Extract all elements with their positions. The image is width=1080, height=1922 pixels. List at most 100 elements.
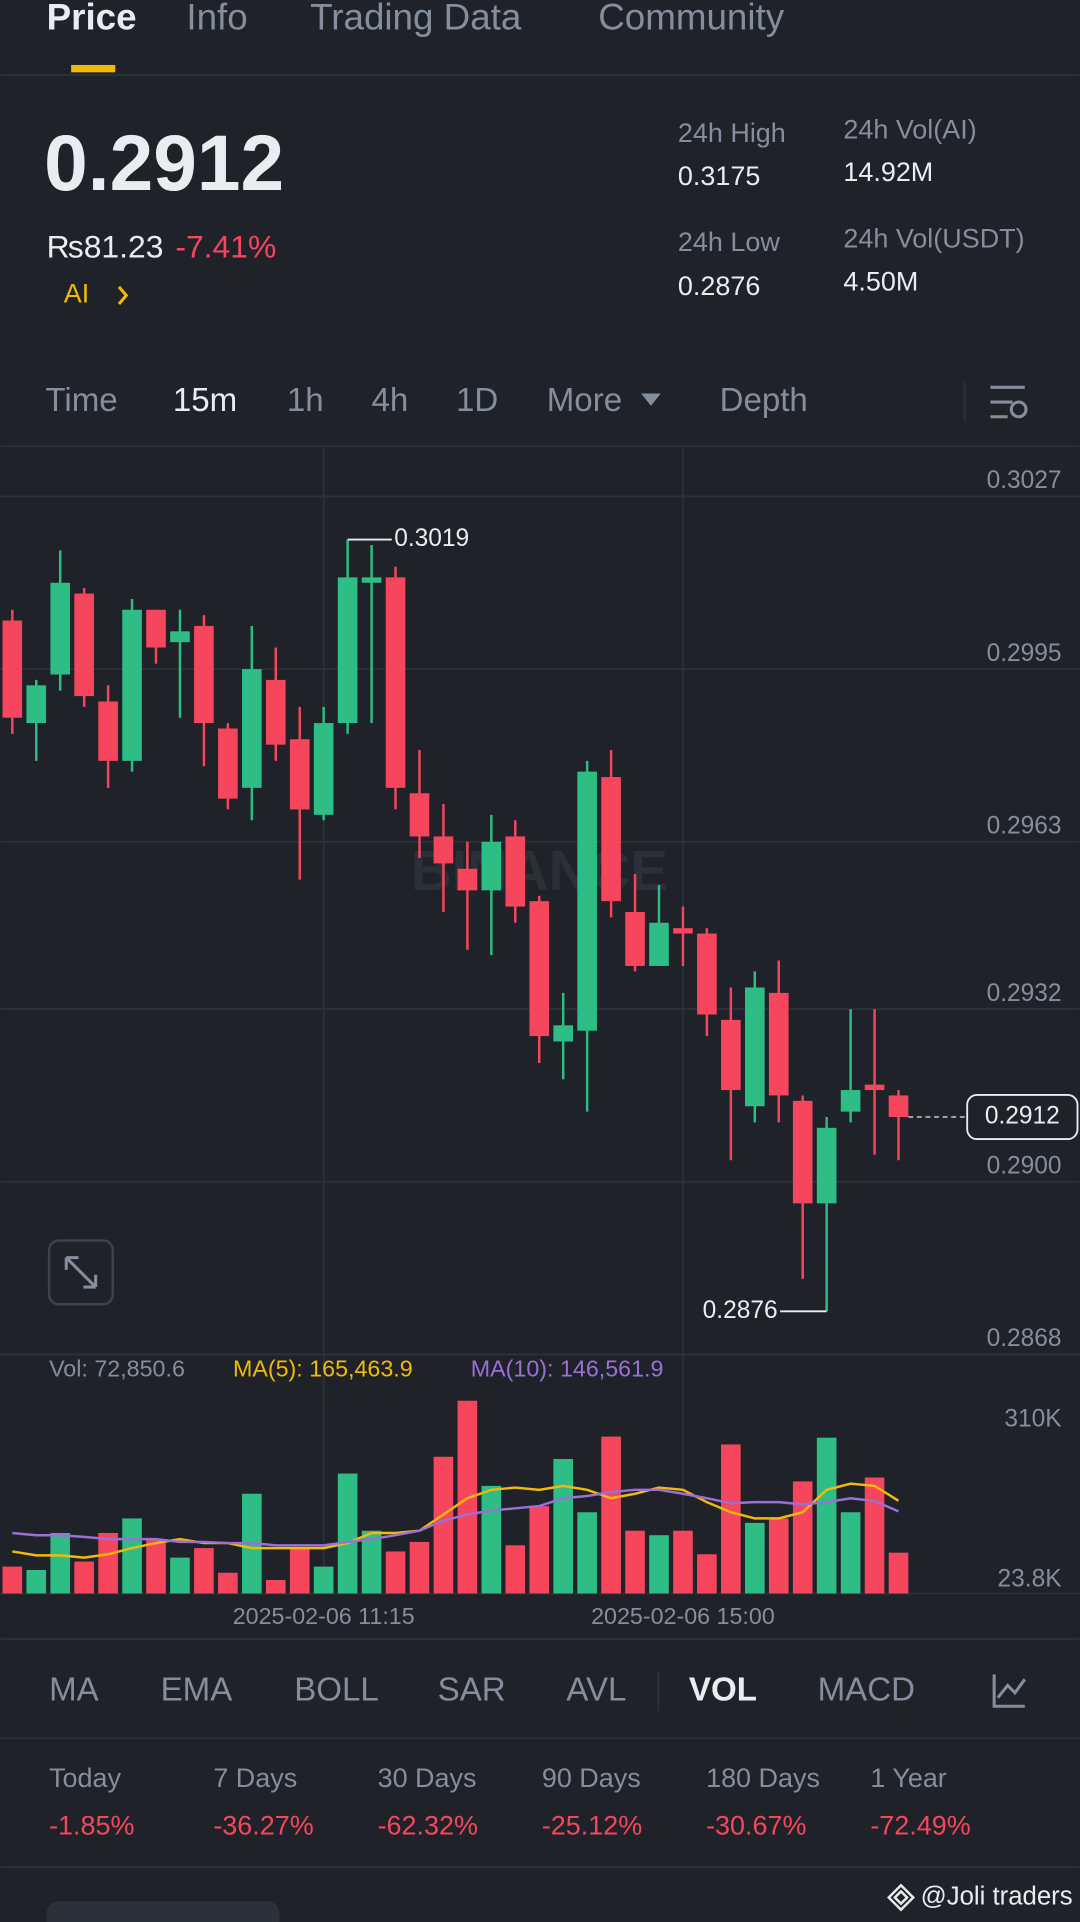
indicator[interactable]: VOL	[689, 1671, 757, 1708]
volume-legend: MA(10): 146,561.9	[471, 1356, 664, 1382]
candle-body	[721, 1019, 741, 1091]
indicator[interactable]: SAR	[438, 1671, 506, 1708]
stat-label: 24h Low	[678, 227, 780, 257]
stat-value: 4.50M	[843, 266, 918, 296]
x-tick-label: 2025-02-06 11:15	[233, 1603, 415, 1629]
volume-bar	[649, 1535, 669, 1594]
candle-body	[2, 620, 23, 718]
period-label: Today	[49, 1763, 121, 1793]
candle-body	[242, 669, 262, 788]
period-label: 1 Year	[870, 1763, 946, 1793]
candle-body	[625, 911, 645, 966]
volume-bar	[505, 1545, 526, 1594]
volume-bar	[194, 1548, 214, 1594]
expand-button[interactable]	[47, 1239, 115, 1306]
candle-body	[744, 987, 765, 1107]
tab-indicator	[71, 64, 116, 73]
pair-tag[interactable]: AI	[64, 279, 89, 309]
volume-tick-label: 23.8K	[998, 1566, 1063, 1593]
y-tick-label: 0.2963	[987, 813, 1062, 840]
tab[interactable]: Trading Data	[310, 0, 522, 37]
volume-bar	[864, 1477, 885, 1594]
stat-value: 0.2876	[678, 271, 760, 301]
indicator[interactable]: MACD	[818, 1671, 915, 1708]
y-tick-label: 0.2868	[987, 1325, 1062, 1352]
interval[interactable]: 1h	[287, 382, 324, 419]
volume-bar	[577, 1512, 597, 1594]
last-price-label: 0.2912	[985, 1102, 1060, 1129]
interval[interactable]: 15m	[173, 382, 237, 419]
period-change: -1.85%	[49, 1811, 134, 1841]
y-tick-label: 0.3027	[987, 467, 1062, 494]
volume-bar	[553, 1459, 573, 1594]
volume-bar	[721, 1444, 741, 1594]
volume-legend: Vol: 72,850.6	[49, 1356, 185, 1382]
candle-body	[816, 1127, 837, 1204]
volume-bar	[361, 1530, 382, 1594]
period-label: 90 Days	[542, 1763, 641, 1793]
volume-bar	[289, 1548, 310, 1594]
candle-body	[768, 992, 789, 1096]
candle-body	[98, 701, 118, 761]
candle-body	[505, 836, 526, 907]
tab[interactable]: Community	[598, 0, 785, 37]
interval[interactable]: Time	[45, 382, 117, 419]
candle-body	[74, 593, 94, 697]
interval[interactable]: 4h	[371, 382, 408, 419]
interval[interactable]: 1D	[456, 382, 498, 419]
stat-label: 24h Vol(USDT)	[843, 223, 1024, 253]
volume-bar	[625, 1530, 645, 1594]
volume-bar	[2, 1566, 23, 1594]
candle-body	[864, 1084, 885, 1091]
tab[interactable]: Info	[186, 0, 247, 37]
candle-body	[433, 836, 454, 864]
volume-tick-label: 310K	[1004, 1405, 1062, 1432]
chart-icon[interactable]	[992, 1674, 1027, 1708]
volume-bar	[840, 1512, 861, 1594]
candle-body	[194, 625, 214, 724]
candle-body	[697, 933, 717, 1015]
volume-bar	[98, 1532, 118, 1594]
volume-bar	[601, 1436, 621, 1594]
ma5-line	[12, 1482, 900, 1559]
fiat-price: ₨81.23	[47, 228, 164, 264]
candle-body	[529, 901, 550, 1037]
candle-body	[26, 685, 47, 724]
tab[interactable]: Price	[47, 0, 137, 37]
volume-bar	[433, 1456, 454, 1594]
candle-body	[289, 739, 310, 810]
period-label: 180 Days	[706, 1763, 820, 1793]
volume-bar	[529, 1506, 550, 1594]
volume-bar	[50, 1532, 71, 1594]
high-label: 0.3019	[394, 525, 469, 552]
indicator[interactable]: AVL	[566, 1671, 626, 1708]
ma10-line	[12, 1488, 899, 1547]
expand-icon	[64, 1256, 98, 1289]
watermark: @Joli traders	[921, 1882, 1073, 1910]
volume-bar	[768, 1518, 789, 1594]
volume-bar	[146, 1539, 166, 1594]
last-price-box	[966, 1094, 1079, 1141]
volume-bar	[26, 1569, 47, 1594]
indicator[interactable]: MA	[49, 1671, 99, 1708]
volume-bar	[816, 1437, 837, 1594]
settings-icon[interactable]	[990, 385, 1028, 419]
indicator[interactable]: EMA	[161, 1671, 233, 1708]
candle-body	[313, 723, 334, 815]
indicator[interactable]: BOLL	[294, 1671, 379, 1708]
period-change: -62.32%	[378, 1811, 478, 1841]
volume-bar	[888, 1552, 909, 1594]
y-tick-label: 0.2932	[987, 980, 1062, 1007]
period-change: -25.12%	[542, 1811, 642, 1841]
volume-bar	[481, 1485, 502, 1594]
y-tick-label: 0.2900	[987, 1153, 1062, 1180]
chevron	[117, 285, 129, 305]
candle-body	[385, 577, 406, 788]
dropdown-arrow	[641, 393, 661, 406]
last-price: 0.2912	[44, 119, 284, 207]
interval[interactable]: More	[547, 382, 622, 419]
period-label: 7 Days	[213, 1763, 297, 1793]
volume-bar	[792, 1481, 813, 1594]
interval[interactable]: Depth	[720, 382, 808, 419]
